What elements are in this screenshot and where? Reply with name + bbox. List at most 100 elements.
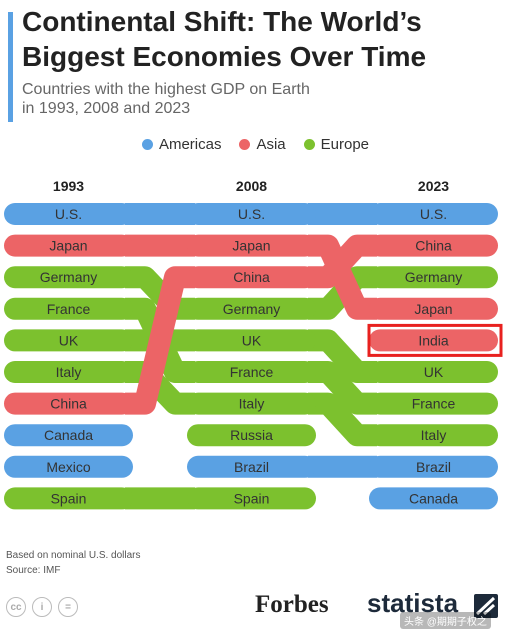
label-china-2023: China xyxy=(415,238,452,254)
label-china-2008: China xyxy=(233,269,270,285)
label-italy-2023: Italy xyxy=(421,427,447,443)
pill-china-2008 xyxy=(187,266,316,289)
label-u-s-2023: U.S. xyxy=(420,206,447,222)
label-italy-1993: Italy xyxy=(56,364,82,380)
legend-label-asia: Asia xyxy=(256,136,286,153)
chart-title-line-1: Continental Shift: The World’s xyxy=(22,6,422,37)
chart-notes: Based on nominal U.S. dollars Source: IM… xyxy=(6,548,141,578)
highlight-box-india xyxy=(367,323,503,357)
license-icons: cc i = xyxy=(6,597,78,617)
label-japan-2023: Japan xyxy=(414,301,452,317)
pill-france-1993 xyxy=(4,297,133,320)
label-uk-2008: UK xyxy=(242,332,262,348)
series-asia: Japan Japan Japan China China China India xyxy=(4,234,498,415)
label-italy-2008: Italy xyxy=(239,396,265,412)
pill-russia-2008 xyxy=(187,424,316,447)
pill-spain-2008 xyxy=(187,487,316,510)
by-icon: i xyxy=(32,597,52,617)
label-japan-2008: Japan xyxy=(232,238,270,254)
pill-u-s-2008 xyxy=(187,203,316,225)
source-text: Source: IMF xyxy=(6,565,61,576)
label-uk-1993: UK xyxy=(59,332,79,348)
legend-item-europe: Europe xyxy=(303,136,370,153)
legend-dot-americas xyxy=(141,139,153,150)
pill-uk-2023 xyxy=(369,361,498,383)
pill-uk-2008 xyxy=(187,329,316,352)
label-brazil-2008: Brazil xyxy=(234,459,269,475)
pill-canada-2023 xyxy=(369,487,498,510)
pill-canada-1993 xyxy=(4,424,133,447)
pill-germany-1993 xyxy=(4,266,133,289)
column-header-2023: 2023 xyxy=(418,178,449,194)
statista-mark-icon xyxy=(474,594,498,618)
label-germany-1993: Germany xyxy=(40,269,98,285)
connector-china-2008-2023 xyxy=(308,234,377,289)
pill-china-2023 xyxy=(369,234,498,257)
label-spain-1993: Spain xyxy=(51,490,87,506)
legend-label-europe: Europe xyxy=(320,136,370,153)
pill-france-2008 xyxy=(187,361,316,383)
label-india-2023: India xyxy=(418,332,449,348)
label-russia-2008: Russia xyxy=(230,427,273,443)
label-brazil-2023: Brazil xyxy=(416,459,451,475)
pill-u-s-2023 xyxy=(369,203,498,225)
accent-bar xyxy=(8,12,13,122)
title-block: Continental Shift: The World’s Biggest E… xyxy=(22,4,502,118)
cc-icon: cc xyxy=(6,597,26,617)
series-americas: U.S. U.S. U.S. Canada Canada Mexico Brazil Braz… xyxy=(4,203,498,510)
pill-brazil-2008 xyxy=(187,455,316,478)
label-china-1993: China xyxy=(50,396,87,412)
label-canada-2023: Canada xyxy=(409,490,458,506)
legend-item-americas: Americas xyxy=(141,136,222,153)
bump-chart: 1993 2008 2023 Germany Germany Germany France F… xyxy=(4,178,503,510)
pill-spain-1993 xyxy=(4,487,133,510)
pill-france-2023 xyxy=(369,392,498,415)
legend-label-americas: Americas xyxy=(158,136,222,153)
label-germany-2008: Germany xyxy=(223,301,281,317)
pill-japan-2023 xyxy=(369,297,498,320)
pill-india-2023 xyxy=(369,329,498,352)
label-france-1993: France xyxy=(47,301,91,317)
forbes-logo: Forbes xyxy=(255,591,329,618)
connector-france-2008-2023 xyxy=(308,361,377,415)
pill-mexico-1993 xyxy=(4,455,133,478)
legend-dot-asia xyxy=(239,139,251,150)
connector-china-1993-2008 xyxy=(125,266,195,415)
chart-subtitle-line-1: Countries with the highest GDP on Earth xyxy=(22,81,310,98)
connector-uk-2008-2023 xyxy=(308,329,377,383)
pill-u-s-1993 xyxy=(4,203,133,225)
pill-japan-1993 xyxy=(4,234,133,257)
label-canada-1993: Canada xyxy=(44,427,93,443)
label-mexico-1993: Mexico xyxy=(46,459,91,475)
label-spain-2008: Spain xyxy=(234,490,270,506)
chart-title-line-2: Biggest Economies Over Time xyxy=(22,41,427,72)
label-france-2008: France xyxy=(230,364,274,380)
chart-subtitle: Countries with the highest GDP on Earth … xyxy=(22,80,502,118)
statista-logo: statista xyxy=(367,588,459,618)
legend: Americas Asia Europe xyxy=(0,136,511,153)
pill-italy-2008 xyxy=(187,392,316,415)
pill-china-1993 xyxy=(4,392,133,415)
column-header-2008: 2008 xyxy=(236,178,267,194)
label-japan-1993: Japan xyxy=(49,238,87,254)
column-header-1993: 1993 xyxy=(53,178,84,194)
pill-brazil-2023 xyxy=(369,455,498,478)
pill-germany-2008 xyxy=(187,297,316,320)
label-u-s-2008: U.S. xyxy=(238,206,265,222)
pill-italy-2023 xyxy=(369,424,498,447)
watermark: 头条 @期期子权之 xyxy=(400,612,491,629)
chart-subtitle-line-2: in 1993, 2008 and 2023 xyxy=(22,100,191,117)
legend-item-asia: Asia xyxy=(239,136,286,153)
note-text: Based on nominal U.S. dollars xyxy=(6,550,141,561)
pill-japan-2008 xyxy=(187,234,316,257)
legend-dot-europe xyxy=(303,139,315,150)
label-germany-2023: Germany xyxy=(405,269,463,285)
pill-germany-2023 xyxy=(369,266,498,289)
label-france-2023: France xyxy=(412,396,456,412)
pill-uk-1993 xyxy=(4,329,133,352)
pill-italy-1993 xyxy=(4,361,133,383)
label-u-s-1993: U.S. xyxy=(55,206,82,222)
connector-italy-2008-2023 xyxy=(308,392,377,447)
label-uk-2023: UK xyxy=(424,364,444,380)
equals-icon: = xyxy=(58,597,78,617)
